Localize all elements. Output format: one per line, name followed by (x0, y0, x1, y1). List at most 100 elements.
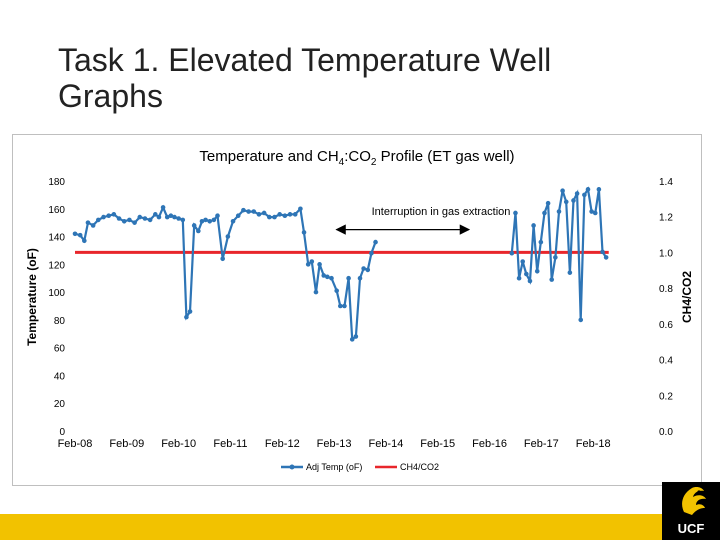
x-tick-label: Feb-13 (317, 438, 352, 450)
temperature-point (592, 210, 598, 216)
temperature-point (241, 207, 246, 213)
slide-title-line2: Graphs (58, 78, 163, 114)
temperature-point (292, 212, 298, 217)
temperature-point (220, 256, 225, 262)
temperature-point (176, 216, 181, 221)
temperature-point (184, 314, 189, 320)
legend-swatch-temp-marker (289, 464, 295, 470)
temperature-point (596, 187, 602, 192)
slide-title-line1: Task 1. Elevated Temperature Well (58, 42, 552, 78)
y-tick-label: 180 (48, 177, 65, 188)
temperature-point (556, 209, 562, 214)
temperature-point (520, 259, 526, 264)
x-tick-label: Feb-15 (420, 438, 455, 450)
temperature-point (235, 213, 241, 219)
y-axis-label: Temperature (oF) (25, 248, 39, 346)
temperature-point (272, 214, 277, 220)
temperature-point (571, 198, 576, 203)
temperature-point (534, 268, 540, 274)
temperature-point (96, 217, 101, 223)
temperature-point (578, 317, 584, 323)
temperature-point (563, 199, 569, 205)
chart-title-sub1: 4 (339, 157, 345, 168)
temperature-point (164, 214, 170, 220)
temperature-point (187, 309, 193, 314)
temperature-point (365, 267, 371, 273)
temperature-point (542, 210, 547, 216)
temperature-point (301, 230, 307, 235)
temperature-point (538, 239, 544, 245)
temperature-point (153, 212, 158, 217)
x-tick-label: Feb-14 (368, 438, 403, 450)
temperature-point (349, 337, 355, 342)
y2-tick-label: 0.6 (659, 320, 673, 331)
y2-tick-label: 1.0 (659, 248, 673, 259)
temperature-point (203, 217, 208, 223)
y2-tick-label: 0.4 (659, 356, 673, 367)
temperature-point (585, 187, 591, 192)
temperature-point (230, 218, 236, 224)
temperature-point (600, 249, 605, 255)
chart-title-mid: :CO (344, 148, 371, 165)
temperature-point (132, 220, 137, 225)
y-tick-label: 140 (48, 233, 65, 244)
series-line-temperature (74, 204, 377, 342)
temperature-point (261, 210, 267, 216)
footer-bar (0, 514, 720, 540)
y2-tick-label: 1.4 (659, 177, 673, 188)
temperature-point (127, 217, 132, 223)
chart-title: Temperature and CH4:CO2 Profile (ET gas … (199, 148, 514, 168)
temperature-point (156, 214, 162, 220)
temperature-point (72, 231, 78, 237)
x-tick-label: Feb-11 (213, 438, 247, 450)
legend-label-ratio: CH4/CO2 (400, 462, 439, 472)
y-tick-label: 40 (54, 371, 66, 382)
temperature-point (111, 212, 117, 217)
temperature-point (582, 192, 587, 198)
chart-marks: 0 20 40 60 80 100 120 140 160 180 0.0 0.2 0.4 0.6 0.8 1… (48, 177, 673, 450)
temperature-point (589, 209, 594, 214)
temperature-point (527, 278, 533, 284)
temperature-point (191, 223, 197, 228)
series-line-temperature (510, 186, 608, 320)
y-tick-label: 0 (59, 427, 65, 438)
slide-title: Task 1. Elevated Temperature Well Graphs (58, 42, 698, 114)
temperature-point (77, 232, 83, 238)
temperature-point (199, 218, 205, 224)
temperature-point (329, 275, 334, 281)
temperature-point (282, 213, 288, 219)
temperature-point (334, 288, 339, 294)
temperature-point (509, 250, 515, 256)
x-tick-label: Feb-10 (161, 438, 196, 450)
temperature-point (313, 289, 319, 295)
chart-title-main: Temperature and CH (199, 148, 338, 165)
chart-title-end: Profile (ET gas well) (376, 148, 514, 165)
temperature-point (346, 275, 351, 281)
temperature-point (357, 275, 363, 281)
temperature-point (361, 266, 366, 271)
temperature-point (196, 228, 201, 234)
temperature-point (553, 255, 558, 260)
temperature-point (342, 303, 347, 309)
temperature-point (338, 303, 343, 309)
temperature-point (531, 223, 536, 228)
y2-tick-label: 1.2 (659, 213, 673, 224)
temperature-point (85, 220, 91, 225)
temperature-point (560, 188, 565, 194)
temperature-point (137, 214, 143, 220)
y2-tick-label: 0.8 (659, 284, 673, 295)
temperature-point (287, 212, 293, 217)
temperature-point (101, 214, 106, 220)
temperature-point (116, 216, 122, 221)
temperature-point (172, 214, 177, 220)
y2-tick-label: 0.0 (659, 427, 673, 438)
x-tick-label: Feb-17 (524, 438, 559, 450)
temperature-point (325, 274, 330, 280)
temperature-point (160, 205, 166, 210)
x-tick-label: Feb-08 (58, 438, 93, 450)
temperature-point (246, 209, 251, 214)
y-tick-label: 160 (48, 205, 65, 216)
temperature-point (168, 213, 174, 219)
pegasus-logo-icon (682, 487, 706, 515)
temperature-point (225, 234, 231, 239)
